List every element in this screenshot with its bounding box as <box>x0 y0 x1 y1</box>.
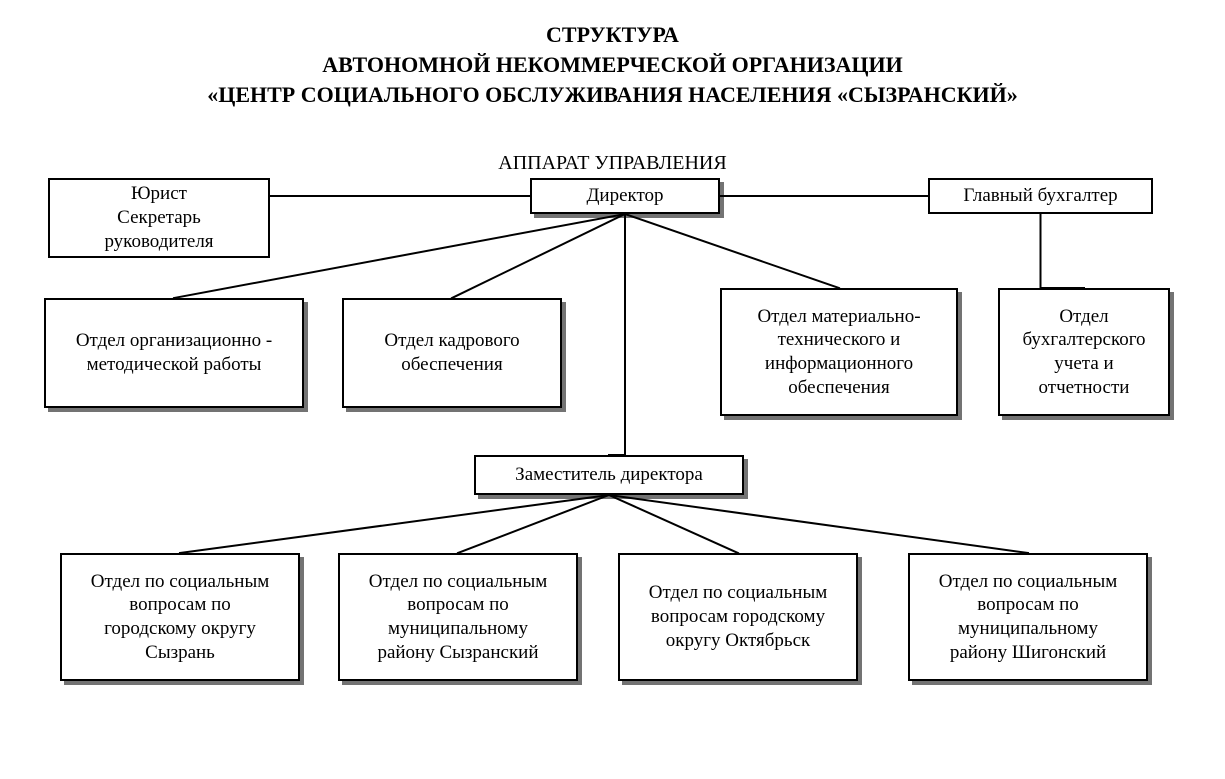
node-deputy: Заместитель директора <box>474 455 744 495</box>
node-syzran-city: Отдел по социальнымвопросам погородскому… <box>60 553 300 681</box>
node-director: Директор <box>530 178 720 214</box>
node-mto: Отдел материально-технического иинформац… <box>720 288 958 416</box>
node-hr: Отдел кадровогообеспечения <box>342 298 562 408</box>
node-oktyabrsk: Отдел по социальнымвопросам городскомуок… <box>618 553 858 681</box>
title-line-2: АВТОНОМНОЙ НЕКОММЕРЧЕСКОЙ ОРГАНИЗАЦИИ <box>0 52 1225 78</box>
node-chief-accountant: Главный бухгалтер <box>928 178 1153 214</box>
node-syzran-raion: Отдел по социальнымвопросам помуниципаль… <box>338 553 578 681</box>
subtitle: АППАРАТ УПРАВЛЕНИЯ <box>0 152 1225 175</box>
node-jurist: ЮристСекретарьруководителя <box>48 178 270 258</box>
org-chart-canvas: СТРУКТУРА АВТОНОМНОЙ НЕКОММЕРЧЕСКОЙ ОРГА… <box>0 0 1225 779</box>
node-shigonsky: Отдел по социальнымвопросам помуниципаль… <box>908 553 1148 681</box>
title-line-3: «ЦЕНТР СОЦИАЛЬНОГО ОБСЛУЖИВАНИЯ НАСЕЛЕНИ… <box>0 82 1225 108</box>
node-acct-dept: Отделбухгалтерскогоучета иотчетности <box>998 288 1170 416</box>
node-org-method: Отдел организационно -методической работ… <box>44 298 304 408</box>
title-line-1: СТРУКТУРА <box>0 22 1225 48</box>
